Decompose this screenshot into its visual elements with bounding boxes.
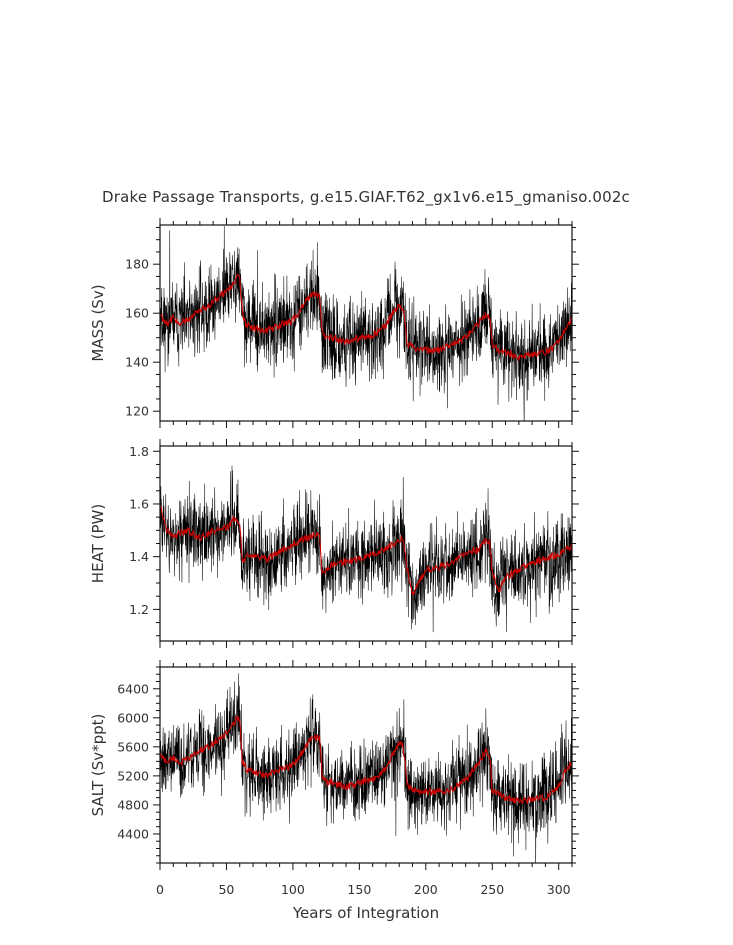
- heat-ytick-label: 1.6: [129, 496, 149, 511]
- x-axis-label: Years of Integration: [292, 904, 439, 922]
- salt-plot-frame: [159, 666, 573, 864]
- heat-series: [160, 465, 572, 633]
- salt-ytick-label: 5200: [117, 768, 149, 783]
- salt-panel: 4400 4800 5200 5600 6000 6400 0 50 100 150 200 250 3…: [89, 660, 579, 897]
- salt-ytick-label: 6400: [117, 681, 149, 696]
- xtick-label: 200: [414, 882, 438, 897]
- mass-monthly-line: [160, 226, 572, 421]
- salt-ticks: 4400 4800 5200 5600 6000 6400 0 50 100 150 200 250 3…: [117, 660, 579, 897]
- heat-plot-frame: [159, 445, 573, 642]
- heat-running-mean-line: [160, 505, 572, 596]
- xtick-label: 250: [480, 882, 504, 897]
- mass-ytick-label: 140: [125, 355, 149, 370]
- mass-ytick-label: 160: [125, 306, 149, 321]
- mass-ticks: 120 140 160 180: [125, 218, 579, 428]
- xtick-label: 150: [347, 882, 371, 897]
- salt-running-mean-line: [160, 715, 572, 804]
- heat-monthly-line: [160, 465, 572, 633]
- mass-plot-frame: [159, 224, 573, 422]
- heat-ylabel: HEAT (PW): [89, 504, 107, 583]
- salt-ytick-label: 4800: [117, 797, 149, 812]
- mass-ytick-label: 180: [125, 257, 149, 272]
- heat-panel: 1.2 1.4 1.6 1.8 HEAT (PW): [89, 439, 579, 648]
- xtick-label: 0: [156, 882, 164, 897]
- salt-ylabel: SALT (Sv*ppt): [89, 714, 107, 817]
- salt-monthly-line: [160, 673, 572, 863]
- salt-ytick-label: 5600: [117, 739, 149, 754]
- salt-ytick-label: 4400: [117, 826, 149, 841]
- xtick-label: 300: [547, 882, 571, 897]
- mass-ylabel: MASS (Sv): [89, 284, 107, 361]
- heat-ticks: 1.2 1.4 1.6 1.8: [129, 439, 579, 648]
- heat-ytick-label: 1.2: [129, 602, 149, 617]
- mass-running-mean-line: [160, 273, 572, 362]
- salt-ytick-label: 6000: [117, 710, 149, 725]
- mass-series: [160, 226, 572, 421]
- mass-ytick-label: 120: [125, 404, 149, 419]
- heat-ytick-label: 1.4: [129, 549, 149, 564]
- xtick-label: 50: [218, 882, 234, 897]
- mass-panel: 120 140 160 180 MASS (Sv): [89, 218, 579, 428]
- chart-title: Drake Passage Transports, g.e15.GIAF.T62…: [102, 188, 630, 207]
- heat-ytick-label: 1.8: [129, 444, 149, 459]
- xtick-label: 100: [281, 882, 305, 897]
- salt-series: [160, 673, 572, 863]
